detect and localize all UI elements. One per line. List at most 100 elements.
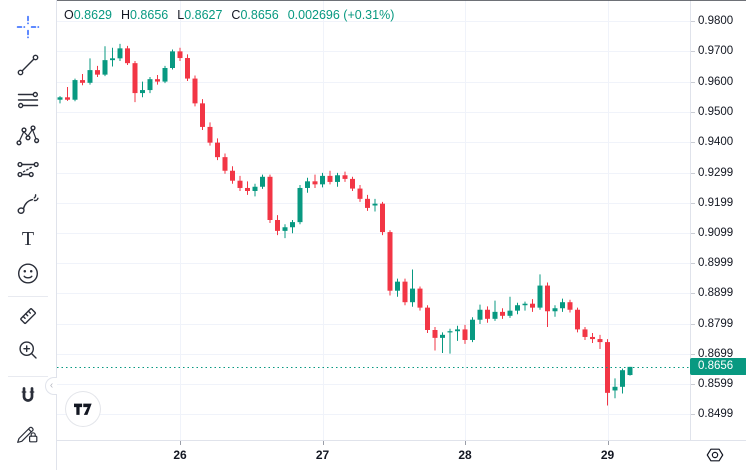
candle-body: [237, 180, 243, 188]
price-tick-label: 0.9199: [698, 196, 734, 209]
candle-body: [207, 126, 213, 143]
tool-text[interactable]: T: [10, 221, 46, 255]
price-tickmark: [691, 173, 695, 174]
date-tickmark: [465, 441, 466, 445]
candle-body: [87, 70, 93, 83]
candle-body: [282, 227, 288, 231]
candle-body: [552, 308, 558, 312]
legend-open: O0.8629: [64, 8, 112, 22]
candle-body: [425, 307, 430, 330]
date-tickmark: [323, 441, 324, 445]
ruler-icon: [20, 308, 36, 324]
tool-xabcd-pattern[interactable]: [10, 119, 46, 153]
candle-body: [470, 319, 475, 340]
tradingview-logo[interactable]: [66, 392, 100, 426]
candle-body: [372, 203, 378, 206]
candle-body: [110, 58, 115, 61]
price-axis[interactable]: 0.9800 0.9700 0.9600 0.9500 0.9400 0.9299 0.91…: [690, 0, 746, 440]
price-tick-label: 0.8799: [698, 317, 734, 330]
price-tickmark: [691, 324, 695, 325]
candle-body: [147, 79, 153, 91]
price-tick-label: 0.9800: [698, 15, 734, 28]
axis-settings-button[interactable]: [702, 445, 728, 467]
price-tickmark: [691, 233, 695, 234]
candle-body: [597, 339, 603, 343]
candle-body: [312, 181, 318, 185]
price-tickmark: [691, 21, 695, 22]
tool-fib-retracement[interactable]: [10, 83, 46, 117]
candle-body: [320, 175, 325, 185]
candle-body: [402, 281, 408, 303]
toolbar-divider: [8, 376, 48, 377]
tool-projection[interactable]: [10, 153, 46, 187]
tool-brush[interactable]: [10, 188, 46, 222]
pencil-lock-icon: [17, 426, 38, 443]
candle-body: [485, 309, 490, 319]
date-label: 26: [173, 448, 187, 462]
candle-body: [215, 142, 220, 158]
trend-line-icon: [17, 54, 39, 76]
candle-body: [222, 157, 228, 171]
candle-body: [417, 288, 423, 308]
candle-body: [380, 203, 385, 233]
candle-body: [612, 386, 618, 391]
candle-body: [582, 329, 588, 337]
candle-body: [192, 78, 198, 104]
candle-body: [492, 311, 498, 319]
candle-body: [365, 198, 370, 208]
candle-body: [65, 97, 70, 100]
candle-body: [590, 336, 595, 340]
candle-body: [162, 67, 168, 82]
candle-body: [57, 97, 63, 100]
candle-body: [462, 329, 468, 340]
text-icon: T: [22, 228, 34, 250]
tool-edit-lock[interactable]: [10, 416, 46, 450]
tool-ruler[interactable]: [10, 299, 46, 333]
candle-body: [102, 60, 108, 75]
magnet-icon: [21, 387, 35, 402]
brush-icon: [17, 194, 39, 214]
candle-body: [357, 188, 363, 199]
candle-body: [515, 305, 520, 311]
price-tick-label: 0.8899: [698, 287, 734, 300]
tool-emoji[interactable]: [10, 256, 46, 290]
candle-body: [170, 51, 175, 68]
zoom-in-icon: [19, 341, 37, 359]
tool-crosshair[interactable]: [10, 10, 46, 44]
candle-body: [132, 63, 138, 94]
price-tickmark: [691, 203, 695, 204]
xabcd-pattern-icon: [16, 125, 40, 146]
toolbar-collapse-handle[interactable]: ‹: [45, 377, 57, 395]
candle-body: [395, 281, 400, 291]
candle-body: [342, 175, 348, 179]
settings-hexagon-icon: [706, 448, 724, 462]
date-tickmark: [180, 441, 181, 445]
tool-trend-line[interactable]: [10, 48, 46, 82]
tool-magnet[interactable]: [10, 380, 46, 414]
candle-body: [530, 303, 535, 308]
candle-body: [230, 170, 235, 181]
chart-pane[interactable]: O0.8629 H0.8656 L0.8627 C0.8656 0.002696 (+0…: [57, 0, 690, 440]
price-tickmark: [691, 112, 695, 113]
candle-body: [545, 285, 550, 312]
candle-body: [125, 48, 130, 64]
legend-low: L0.8627: [177, 8, 223, 22]
price-tick-label: 0.8999: [698, 257, 734, 270]
candle-body: [252, 186, 258, 191]
time-axis[interactable]: 26 27 28 29: [57, 440, 746, 470]
tool-zoom-in[interactable]: [10, 334, 46, 368]
price-tickmark: [691, 414, 695, 415]
candle-body: [627, 366, 633, 376]
candle-body: [447, 331, 453, 333]
candle-body: [117, 48, 123, 59]
candle-body: [267, 176, 273, 220]
candle-body: [440, 334, 445, 338]
price-tick-label: 0.9400: [698, 136, 734, 149]
price-tick-label: 0.9099: [698, 226, 734, 239]
candle-body: [477, 309, 483, 320]
candle-body: [410, 288, 415, 303]
candlestick-chart[interactable]: [57, 0, 690, 440]
date-label: 29: [600, 448, 615, 462]
tv-mark-icon: [74, 403, 92, 415]
